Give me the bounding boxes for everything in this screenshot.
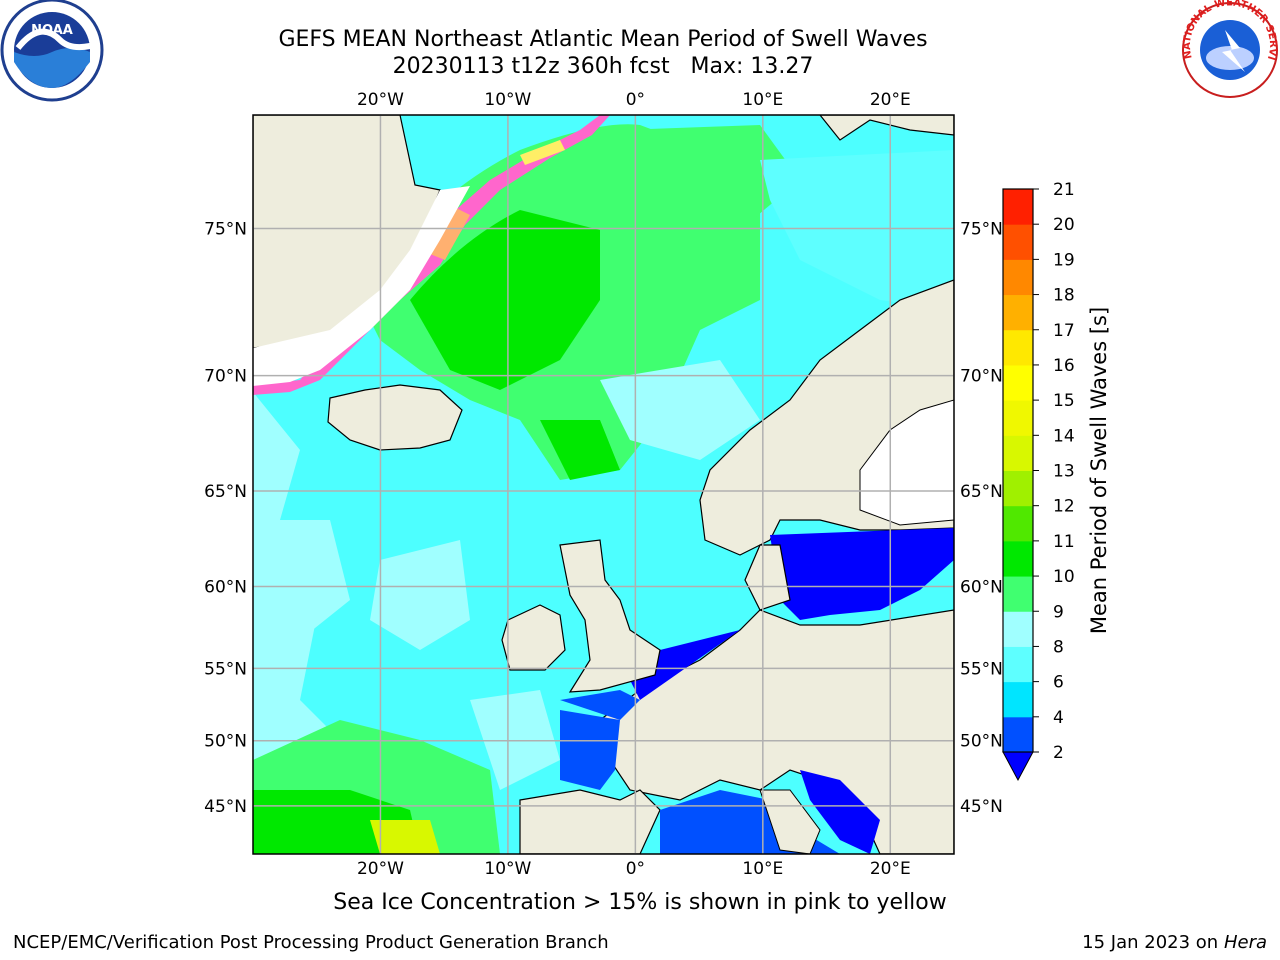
svg-text:NATIONAL WEATHER SERVICE: NATIONAL WEATHER SERVICE <box>0 0 1278 61</box>
colorbar-label: Mean Period of Swell Waves [s] <box>1087 307 1111 634</box>
colorbar-tick-label: 14 <box>1053 426 1075 446</box>
lat-tick-label-right: 75°N <box>960 219 1003 239</box>
lon-tick-label-top: 20°E <box>870 90 911 110</box>
lon-tick-label-top: 0° <box>626 90 645 110</box>
lat-tick-label-left: 55°N <box>204 659 247 679</box>
lon-tick-label-bottom: 20°E <box>870 859 911 879</box>
colorbar-segment <box>1003 681 1033 718</box>
colorbar-tick-label: 8 <box>1053 637 1064 657</box>
colorbar-segment <box>1003 611 1033 647</box>
colorbar-segment <box>1003 576 1033 612</box>
colorbar-segment <box>1003 294 1033 331</box>
lon-tick-label-bottom: 20°W <box>357 859 404 879</box>
lat-tick-label-left: 60°N <box>204 577 247 597</box>
lat-tick-label-right: 70°N <box>960 367 1003 387</box>
lon-tick-label-bottom: 0° <box>626 859 645 879</box>
adriatic-sea <box>800 770 880 854</box>
lon-tick-label-top: 20°W <box>357 90 404 110</box>
colorbar-tick-label: 19 <box>1053 250 1075 270</box>
colorbar-segment <box>1003 329 1033 366</box>
map-panel <box>253 115 954 854</box>
colorbar-segment <box>1003 716 1033 753</box>
colorbar-tick-label: 18 <box>1053 286 1075 306</box>
colorbar-tick-label: 12 <box>1053 497 1075 517</box>
axis-tick-labels: 20°W 20°W 10°W 10°W 0° 0° 10°E 10°E 20°E 20°E 75°N… <box>204 90 1003 879</box>
lon-tick-label-bottom: 10°W <box>484 859 531 879</box>
lat-tick-label-right: 55°N <box>960 659 1003 679</box>
colorbar-segment <box>1003 435 1033 471</box>
greenland-ice-white <box>253 186 470 386</box>
north-sea-coast-deep <box>630 630 740 700</box>
footer-date: 15 Jan 2023 on Hera <box>1082 932 1267 953</box>
colorbar-segment <box>1003 364 1033 401</box>
iceland-land <box>327 384 463 451</box>
lat-tick-label-right: 60°N <box>960 577 1003 597</box>
graticule <box>253 115 954 854</box>
map-subtitle: 20230113 t12z 360h fcst Max: 13.27 <box>392 54 814 79</box>
footer-date-text: 15 Jan 2023 on <box>1082 932 1224 953</box>
colorbar-tick-label: 17 <box>1053 321 1075 341</box>
english-channel <box>560 690 640 720</box>
denmark-land <box>744 544 791 611</box>
colorbar-tick-label: 4 <box>1053 708 1064 728</box>
colorbar-tick-label: 16 <box>1053 356 1075 376</box>
colorbar-segment <box>1003 470 1033 507</box>
svg-text:NOAA: NOAA <box>31 23 73 38</box>
colorbar-tick-label: 10 <box>1053 567 1075 587</box>
lat-tick-label-left: 65°N <box>204 482 247 502</box>
colorbar-segment <box>1003 540 1033 577</box>
iberia-land <box>519 789 661 854</box>
ireland-land <box>501 604 566 671</box>
lat-tick-label-right: 45°N <box>960 797 1003 817</box>
colorbar-segment <box>1003 189 1033 225</box>
lon-tick-label-top: 10°E <box>742 90 783 110</box>
colorbar-segment <box>1003 259 1033 296</box>
colorbar-tick-label: 13 <box>1053 462 1075 482</box>
colorbar: 2 4 6 8 9 10 11 12 13 14 15 16 17 18 19 20 21 Mean Period… <box>1002 180 1111 782</box>
colorbar-extend-arrow <box>1002 751 1034 782</box>
lon-tick-label-bottom: 10°E <box>742 859 783 879</box>
lat-tick-label-left: 70°N <box>204 367 247 387</box>
colorbar-tick-label: 11 <box>1053 532 1075 552</box>
colorbar-tick-label: 20 <box>1053 215 1075 235</box>
lat-tick-label-left: 50°N <box>204 732 247 752</box>
colorbar-segment <box>1003 224 1033 260</box>
colorbar-segment <box>1003 400 1033 436</box>
colorbar-segment <box>1003 646 1033 683</box>
footer-host: Hera <box>1223 932 1267 953</box>
noaa-logo: NOAA <box>0 0 104 102</box>
bay-of-biscay <box>560 710 620 790</box>
baltic-sea <box>770 528 954 620</box>
lat-tick-label-right: 50°N <box>960 732 1003 752</box>
map-title: GEFS MEAN Northeast Atlantic Mean Period… <box>278 27 928 52</box>
colorbar-tick-label: 15 <box>1053 391 1075 411</box>
lon-tick-label-top: 10°W <box>484 90 531 110</box>
nws-logo: NATIONAL WEATHER SERVICE <box>0 0 1278 98</box>
colorbar-segment <box>1003 505 1033 542</box>
lat-tick-label-right: 65°N <box>960 482 1003 502</box>
footer-organization: NCEP/EMC/Verification Post Processing Pr… <box>13 932 609 953</box>
colorbar-tick-label: 21 <box>1053 180 1075 200</box>
colorbar-tick-label: 2 <box>1053 743 1064 763</box>
gulf-of-bothnia-ice <box>859 399 954 526</box>
lat-tick-label-left: 45°N <box>204 797 247 817</box>
map-frame <box>252 114 955 855</box>
sea-ice-caption: Sea Ice Concentration > 15% is shown in … <box>333 890 947 915</box>
lat-tick-label-left: 75°N <box>204 219 247 239</box>
colorbar-tick-label: 6 <box>1053 673 1064 693</box>
colorbar-tick-label: 9 <box>1053 602 1064 622</box>
svalbard-land <box>819 115 954 141</box>
